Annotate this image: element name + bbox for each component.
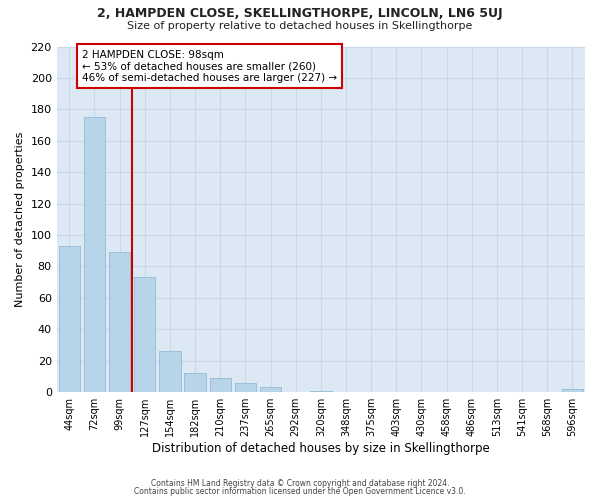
Text: 2 HAMPDEN CLOSE: 98sqm
← 53% of detached houses are smaller (260)
46% of semi-de: 2 HAMPDEN CLOSE: 98sqm ← 53% of detached… (82, 50, 337, 83)
Text: Contains public sector information licensed under the Open Government Licence v3: Contains public sector information licen… (134, 487, 466, 496)
X-axis label: Distribution of detached houses by size in Skellingthorpe: Distribution of detached houses by size … (152, 442, 490, 455)
Bar (310, 390, 332, 392)
Bar (59, 246, 80, 392)
Bar (209, 378, 231, 392)
Bar (159, 352, 181, 392)
Bar (260, 388, 281, 392)
Bar (109, 252, 130, 392)
Text: 2, HAMPDEN CLOSE, SKELLINGTHORPE, LINCOLN, LN6 5UJ: 2, HAMPDEN CLOSE, SKELLINGTHORPE, LINCOL… (97, 8, 503, 20)
Bar (184, 374, 206, 392)
Y-axis label: Number of detached properties: Number of detached properties (15, 132, 25, 307)
Text: Size of property relative to detached houses in Skellingthorpe: Size of property relative to detached ho… (127, 21, 473, 31)
Text: Contains HM Land Registry data © Crown copyright and database right 2024.: Contains HM Land Registry data © Crown c… (151, 478, 449, 488)
Bar (134, 278, 155, 392)
Bar (562, 389, 583, 392)
Bar (235, 383, 256, 392)
Bar (84, 117, 105, 392)
